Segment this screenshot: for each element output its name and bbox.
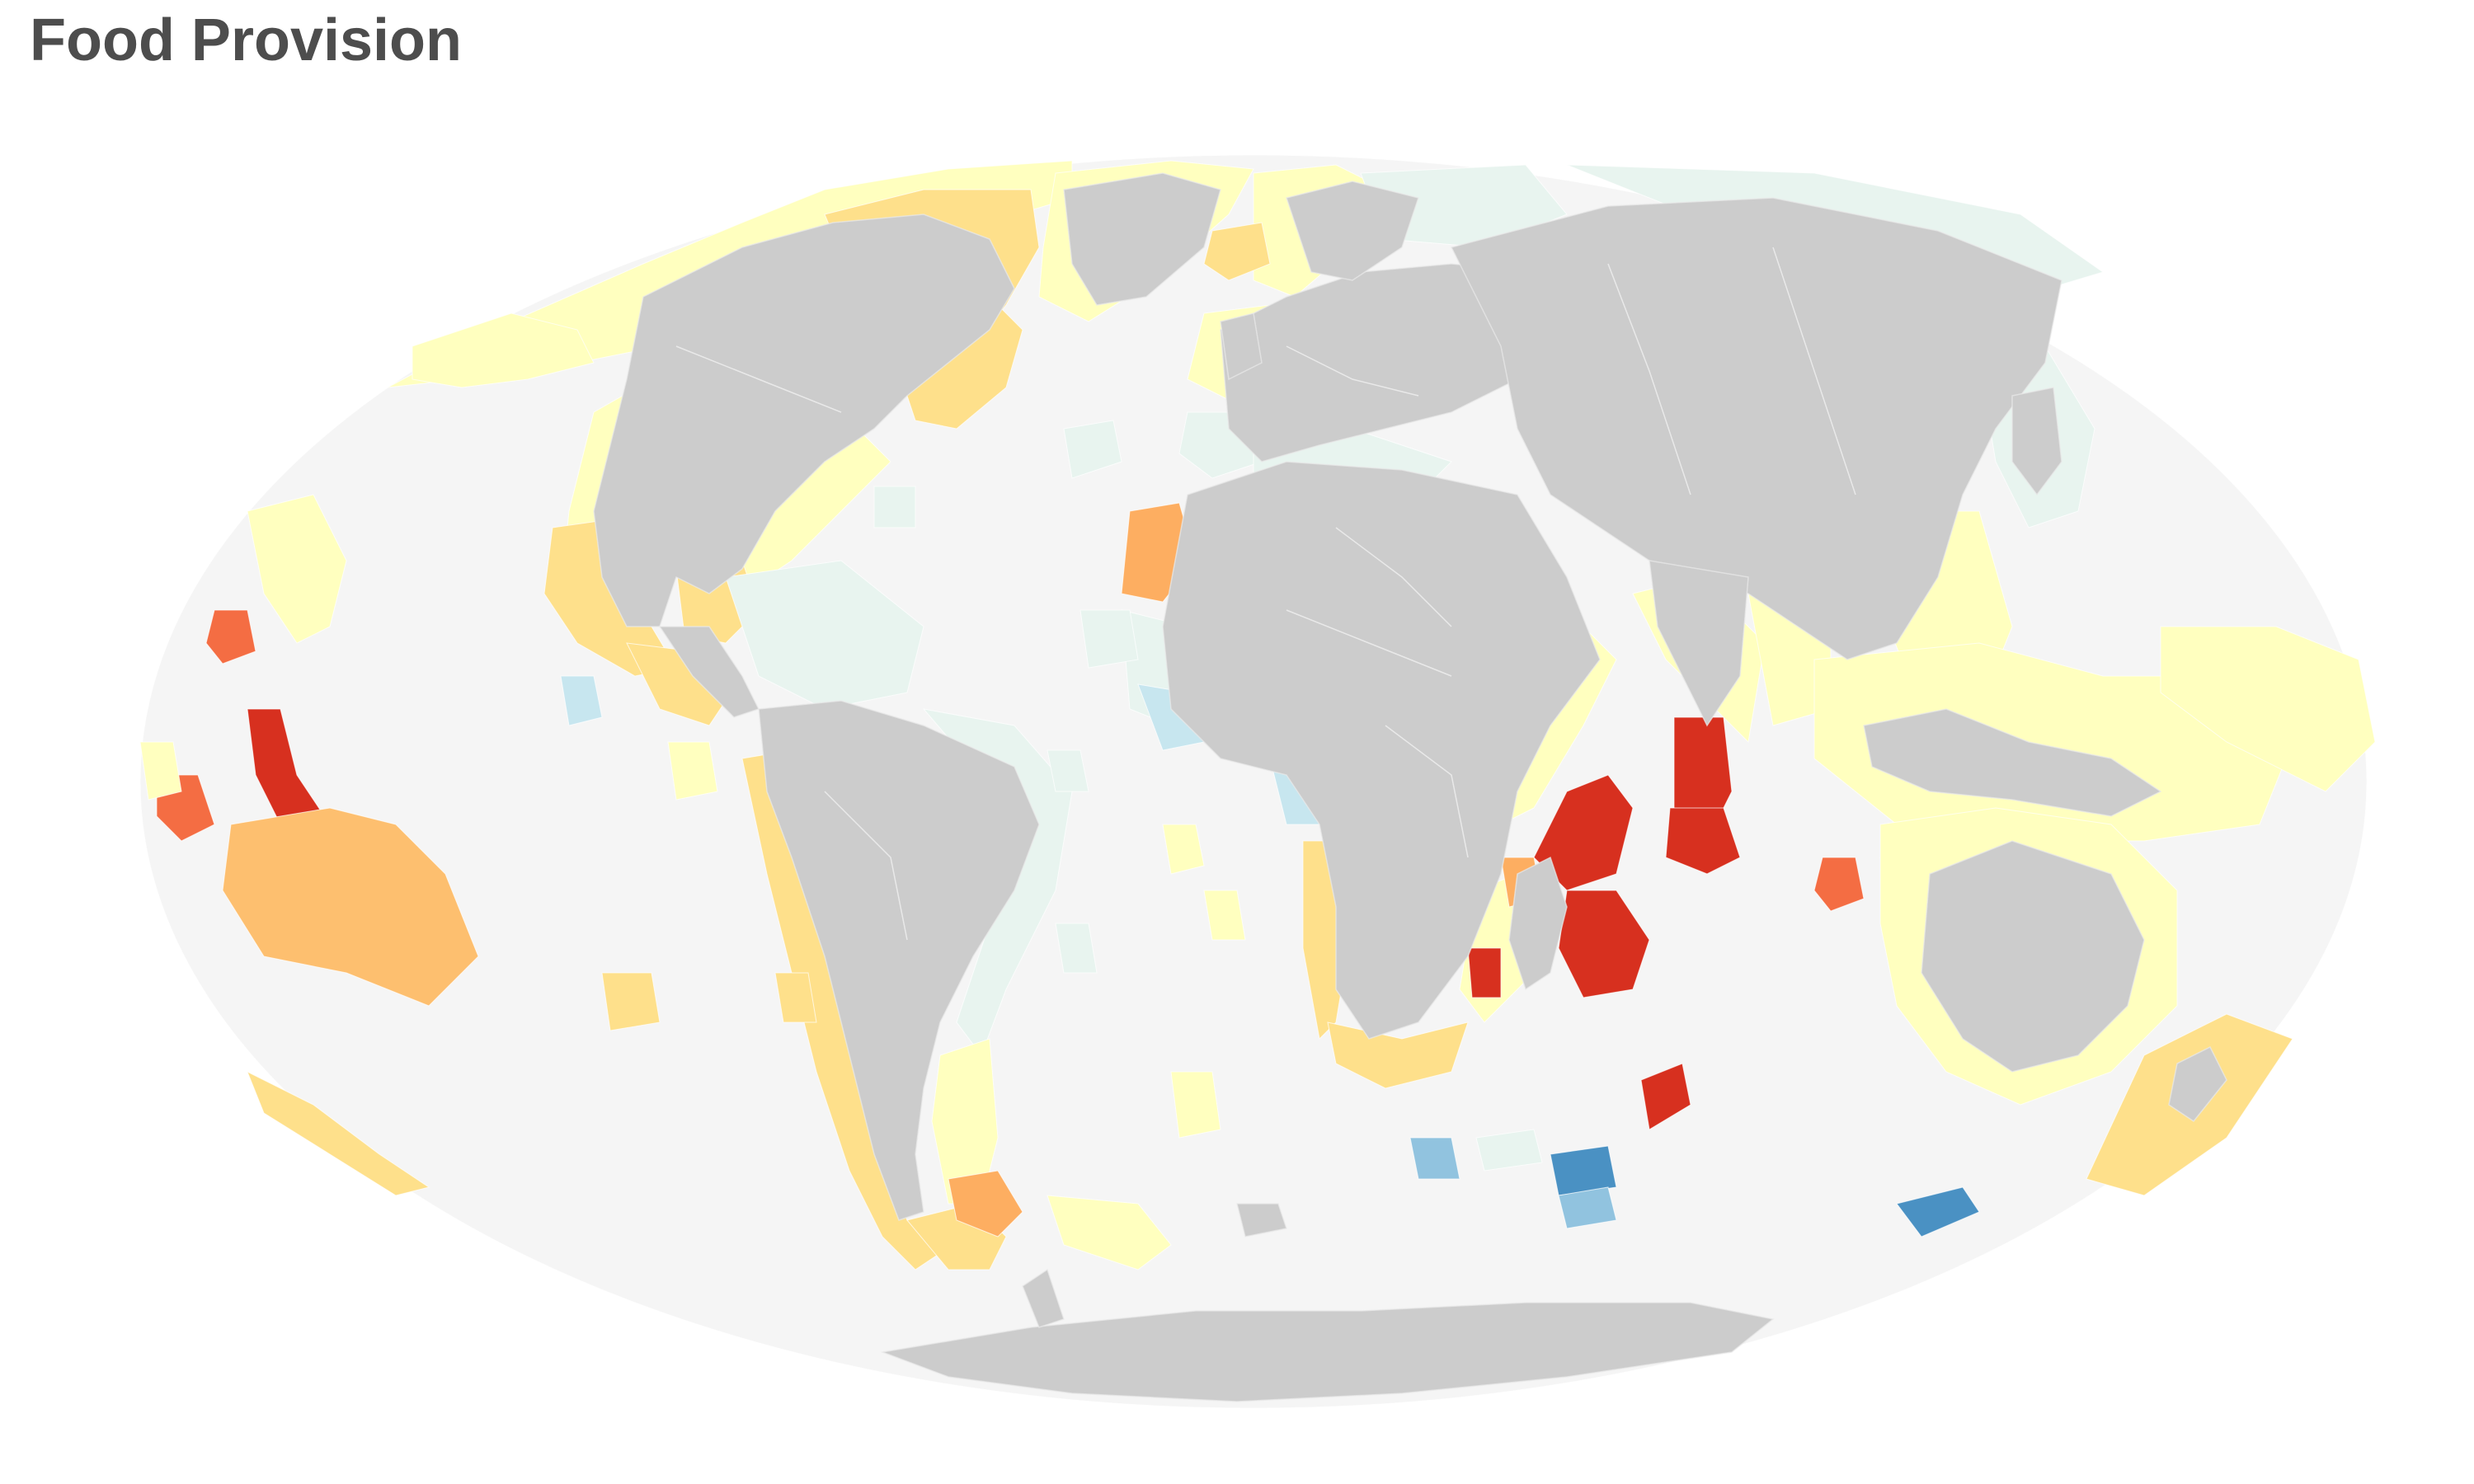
eez-alaska[interactable]: [412, 312, 595, 388]
eez-azores[interactable]: [1063, 420, 1122, 479]
eez-st-helena[interactable]: [1162, 824, 1205, 875]
eez-west-caribbean[interactable]: [560, 675, 603, 726]
eez-galapagos[interactable]: [667, 741, 718, 801]
eez-heard-south[interactable]: [1558, 1186, 1617, 1229]
eez-easter-island[interactable]: [774, 972, 817, 1023]
country-borders: [675, 247, 1856, 941]
eez-mauritius-reunion[interactable]: [1558, 890, 1650, 998]
eez-ascension[interactable]: [1203, 890, 1246, 941]
eez-bermuda[interactable]: [873, 486, 916, 528]
eez-prince-edward[interactable]: [1475, 1129, 1543, 1172]
land-north-america[interactable]: [593, 214, 1015, 627]
land-greenland[interactable]: [1063, 172, 1221, 306]
eez-south-georgia[interactable]: [1047, 1195, 1172, 1270]
eez-chagos[interactable]: [1665, 807, 1741, 875]
eez-falklands[interactable]: [948, 1170, 1023, 1237]
eez-trindade[interactable]: [1055, 923, 1098, 974]
eez-macquarie[interactable]: [1896, 1186, 1980, 1237]
land-uk[interactable]: [1220, 312, 1263, 381]
eez-pitcairn[interactable]: [601, 972, 661, 1031]
eez-mozambique-channel[interactable]: [1467, 947, 1502, 998]
land-asia[interactable]: [1450, 197, 2062, 660]
eez-tristan[interactable]: [1170, 1071, 1221, 1139]
land-scandinavia[interactable]: [1286, 181, 1419, 281]
eez-tonga[interactable]: [139, 741, 182, 801]
land-southeast-asia-islands[interactable]: [1863, 708, 2162, 817]
eez-bouvet[interactable]: [1236, 1203, 1287, 1237]
land-new-zealand[interactable]: [2168, 1045, 2227, 1123]
eez-south-africa[interactable]: [1327, 1021, 1469, 1089]
eez-caribbean[interactable]: [725, 560, 924, 710]
eez-hawaii[interactable]: [247, 494, 347, 644]
map-title: Food Provision: [30, 7, 463, 73]
eez-pacific-micronesia[interactable]: [2160, 626, 2376, 792]
eez-antarctic-pacific[interactable]: [247, 1070, 430, 1196]
land-japan[interactable]: [2011, 387, 2062, 496]
land-antarctica[interactable]: [880, 1302, 1775, 1402]
land-africa[interactable]: [1162, 461, 1601, 1040]
land-madagascar[interactable]: [1508, 856, 1568, 991]
eez-iceland[interactable]: [1203, 222, 1271, 281]
land-south-america[interactable]: [758, 700, 1040, 1221]
land-india[interactable]: [1649, 560, 1749, 727]
land-australia[interactable]: [1921, 840, 2145, 1073]
eez-johnston[interactable]: [205, 609, 256, 665]
eez-french-polynesia[interactable]: [222, 807, 479, 1007]
land-antarctic-peninsula[interactable]: [1022, 1268, 1065, 1328]
eez-heard-island[interactable]: [1550, 1145, 1617, 1196]
eez-kerguelen[interactable]: [1640, 1063, 1691, 1130]
eez-cocos[interactable]: [1813, 857, 1865, 912]
eez-fernando-de-noronha[interactable]: [1047, 749, 1089, 792]
eez-cape-verde[interactable]: [1079, 609, 1139, 669]
eez-crozet[interactable]: [1409, 1137, 1460, 1180]
